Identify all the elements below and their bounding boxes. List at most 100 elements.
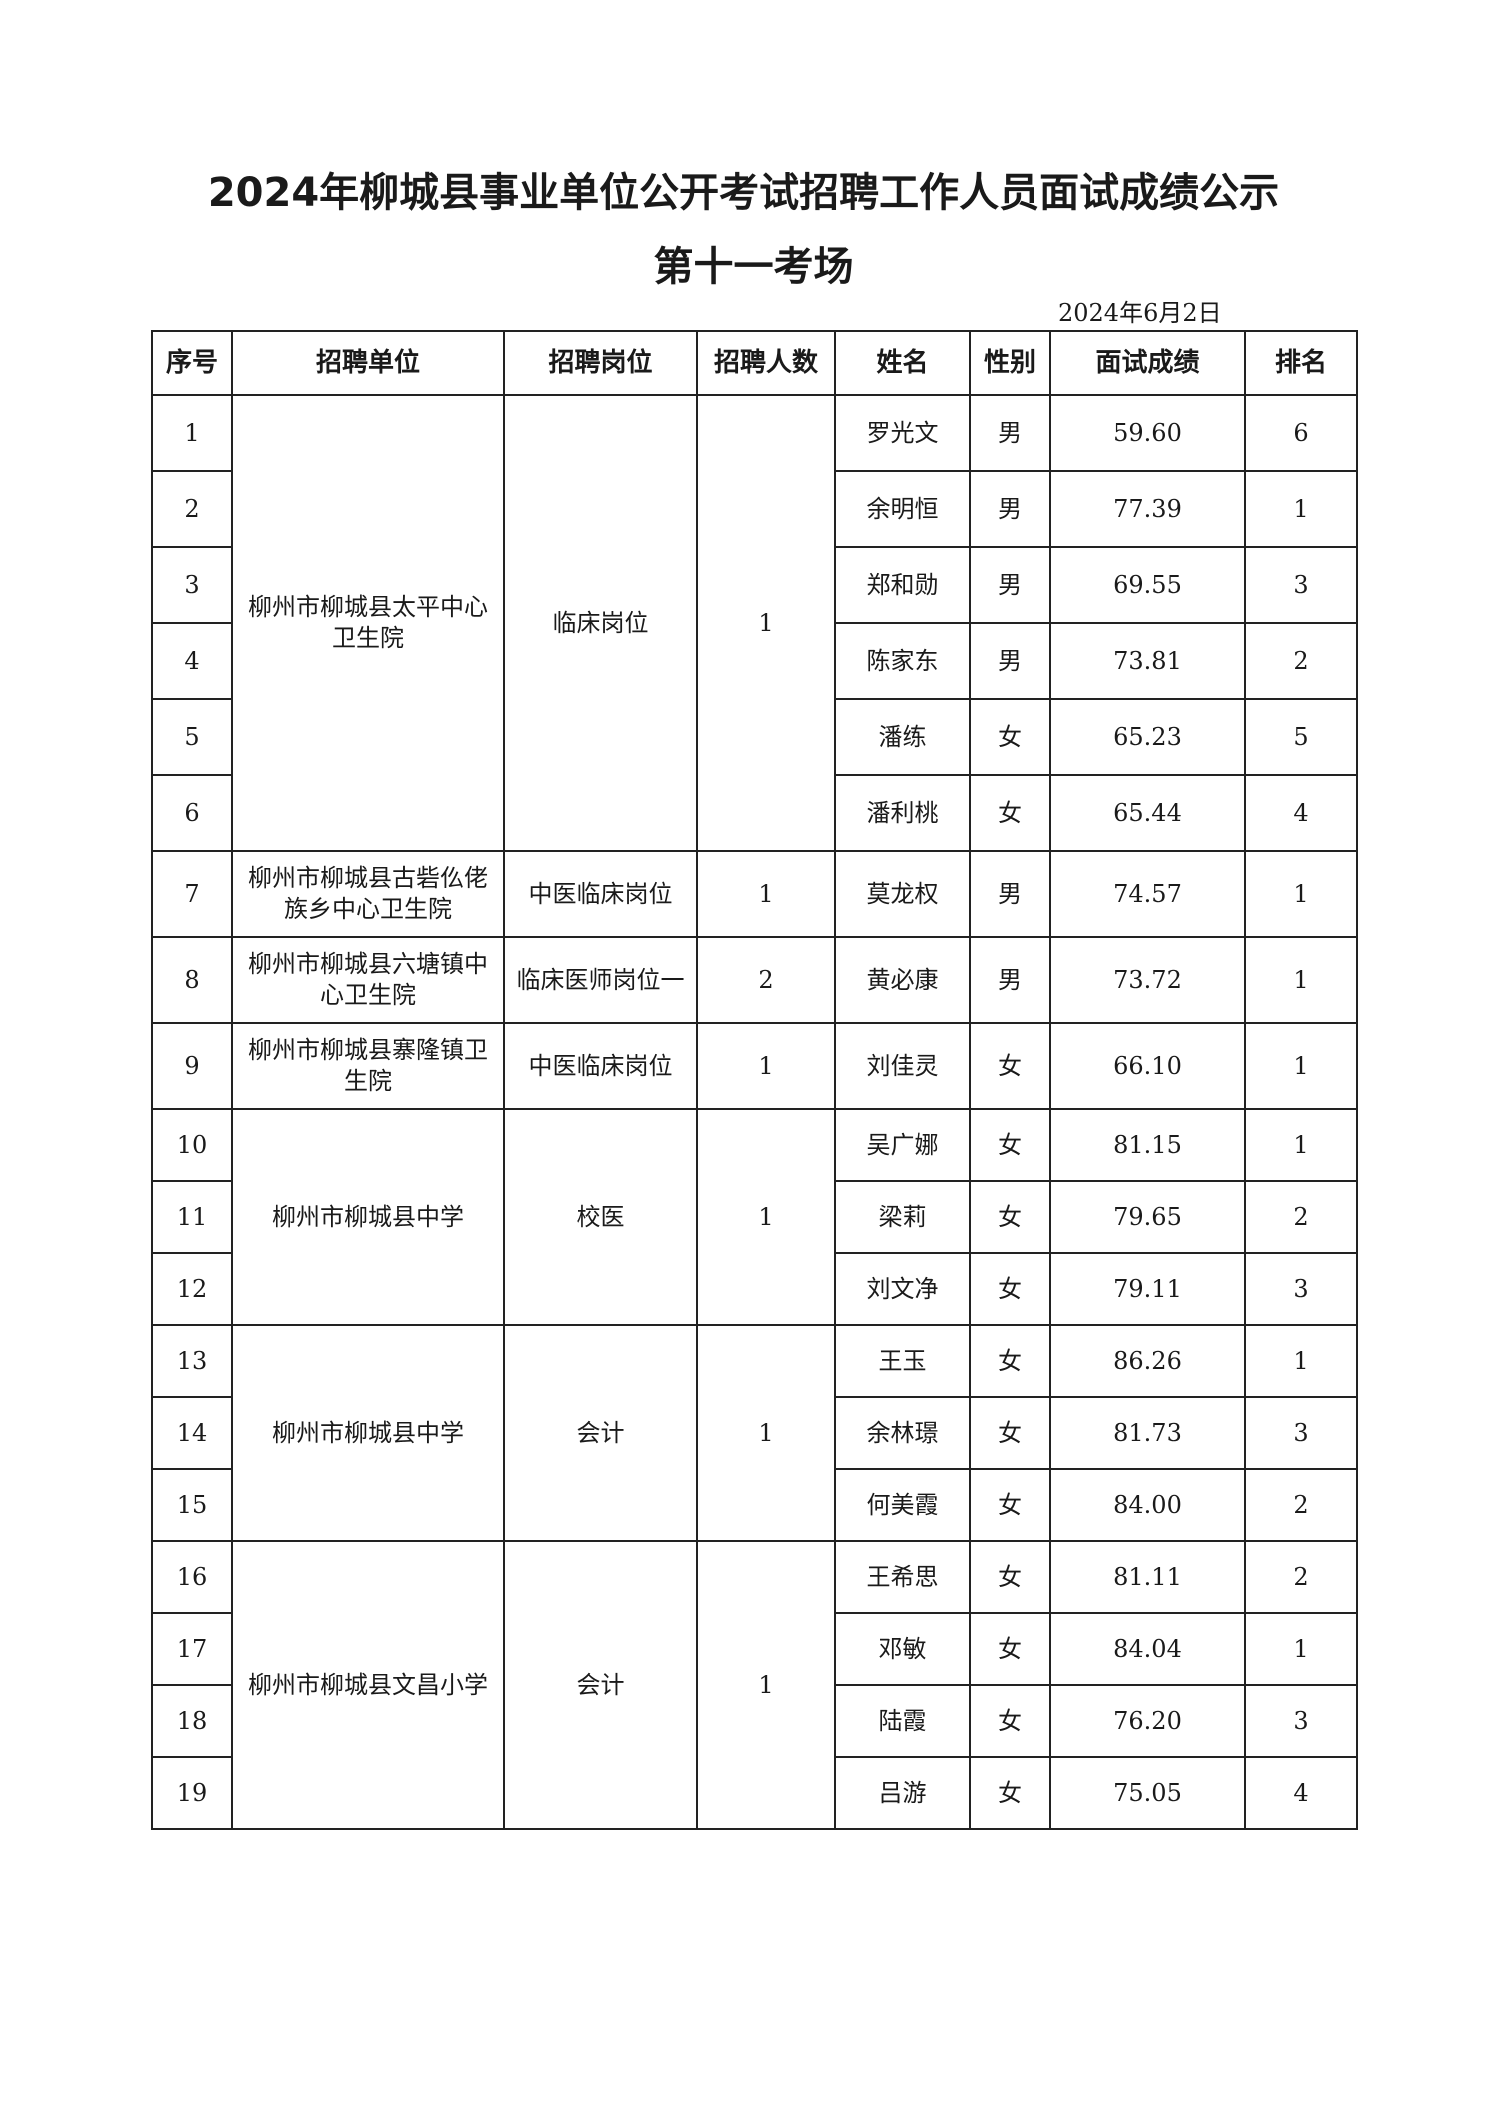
cell-rank: 1	[1244, 1324, 1358, 1398]
cell-name: 吕游	[834, 1756, 971, 1830]
cell-quota: 1	[696, 1324, 836, 1542]
cell-rank: 3	[1244, 546, 1358, 624]
table-row: 12 刘文净女 79.11 3	[151, 1252, 1358, 1326]
cell-gender: 男	[969, 936, 1051, 1024]
header-no: 序号	[151, 330, 233, 396]
header-position: 招聘岗位	[503, 330, 698, 396]
cell-rank: 2	[1244, 622, 1358, 700]
cell-gender: 女	[969, 774, 1051, 852]
cell-no: 8	[151, 936, 233, 1024]
cell-gender: 女	[969, 1108, 1051, 1182]
cell-score: 75.05	[1049, 1756, 1246, 1830]
page-subtitle: 第十一考场	[653, 244, 854, 290]
table-row: 6 潘利桃女 65.44 4	[151, 774, 1358, 852]
cell-no: 9	[151, 1022, 233, 1110]
table-row: 13 柳州市柳城县中学 会计 1 王玉女 86.26 1	[151, 1324, 1358, 1542]
cell-unit: 柳州市柳城县寨隆镇卫生院	[231, 1022, 505, 1110]
cell-gender: 男	[969, 546, 1051, 624]
cell-name: 潘利桃	[834, 774, 971, 852]
table-row: 11 梁莉女 79.65 2	[151, 1180, 1358, 1254]
cell-name: 黄必康	[834, 936, 971, 1024]
cell-position: 临床岗位	[503, 394, 698, 852]
table-row: 2 余明恒男 77.39 1	[151, 470, 1358, 548]
cell-gender: 女	[969, 1180, 1051, 1254]
cell-name: 王玉	[834, 1324, 971, 1398]
cell-rank: 1	[1244, 1108, 1358, 1182]
cell-score: 79.65	[1049, 1180, 1246, 1254]
cell-score: 66.10	[1049, 1022, 1246, 1110]
table-row: 1 柳州市柳城县太平中心卫生院 临床岗位 1 罗光文男 59.60 6	[151, 394, 1358, 852]
header-unit: 招聘单位	[231, 330, 505, 396]
table-row: 14 余林璟女 81.73 3	[151, 1396, 1358, 1470]
table-row: 10 柳州市柳城县中学 校医 1 吴广娜女 81.15 1	[151, 1108, 1358, 1326]
cell-score: 76.20	[1049, 1684, 1246, 1758]
cell-unit: 柳州市柳城县六塘镇中心卫生院	[231, 936, 505, 1024]
cell-name: 梁莉	[834, 1180, 971, 1254]
cell-quota: 1	[696, 1022, 836, 1110]
cell-gender: 女	[969, 1022, 1051, 1110]
cell-no: 3	[151, 546, 233, 624]
cell-gender: 男	[969, 850, 1051, 938]
cell-name: 何美霞	[834, 1468, 971, 1542]
cell-position: 中医临床岗位	[503, 1022, 698, 1110]
cell-score: 86.26	[1049, 1324, 1246, 1398]
table-header-row: 序号 招聘单位 招聘岗位 招聘人数 姓名 性别 面试成绩 排名	[151, 330, 1358, 396]
cell-score: 84.00	[1049, 1468, 1246, 1542]
table-row: 5 潘练女 65.23 5	[151, 698, 1358, 776]
cell-no: 2	[151, 470, 233, 548]
cell-score: 65.44	[1049, 774, 1246, 852]
cell-no: 4	[151, 622, 233, 700]
table-row: 7 柳州市柳城县古砦仫佬族乡中心卫生院 中医临床岗位 1 莫龙权男 74.57 1	[151, 850, 1358, 938]
cell-unit: 柳州市柳城县中学	[231, 1108, 505, 1326]
cell-rank: 1	[1244, 1612, 1358, 1686]
cell-gender: 女	[969, 1684, 1051, 1758]
cell-name: 潘练	[834, 698, 971, 776]
cell-score: 59.60	[1049, 394, 1246, 472]
cell-position: 会计	[503, 1324, 698, 1542]
cell-quota: 1	[696, 1540, 836, 1830]
header-gender: 性别	[969, 330, 1051, 396]
cell-score: 65.23	[1049, 698, 1246, 776]
cell-score: 79.11	[1049, 1252, 1246, 1326]
cell-gender: 女	[969, 1756, 1051, 1830]
cell-gender: 男	[969, 470, 1051, 548]
cell-no: 16	[151, 1540, 233, 1614]
cell-rank: 6	[1244, 394, 1358, 472]
cell-gender: 女	[969, 1252, 1051, 1326]
cell-no: 15	[151, 1468, 233, 1542]
results-table: 序号 招聘单位 招聘岗位 招聘人数 姓名 性别 面试成绩 排名 1 柳州市柳城县太…	[151, 330, 1358, 1830]
cell-score: 69.55	[1049, 546, 1246, 624]
cell-no: 5	[151, 698, 233, 776]
cell-unit: 柳州市柳城县古砦仫佬族乡中心卫生院	[231, 850, 505, 938]
cell-name: 余林璟	[834, 1396, 971, 1470]
table-row: 4 陈家东男 73.81 2	[151, 622, 1358, 700]
cell-no: 13	[151, 1324, 233, 1398]
cell-gender: 女	[969, 1540, 1051, 1614]
cell-rank: 3	[1244, 1684, 1358, 1758]
cell-rank: 2	[1244, 1540, 1358, 1614]
cell-quota: 2	[696, 936, 836, 1024]
cell-position: 临床医师岗位一	[503, 936, 698, 1024]
cell-name: 莫龙权	[834, 850, 971, 938]
cell-no: 10	[151, 1108, 233, 1182]
cell-position: 中医临床岗位	[503, 850, 698, 938]
cell-rank: 3	[1244, 1252, 1358, 1326]
cell-gender: 女	[969, 1612, 1051, 1686]
table-row: 17 邓敏女 84.04 1	[151, 1612, 1358, 1686]
cell-gender: 女	[969, 1324, 1051, 1398]
table-row: 8 柳州市柳城县六塘镇中心卫生院 临床医师岗位一 2 黄必康男 73.72 1	[151, 936, 1358, 1024]
cell-no: 18	[151, 1684, 233, 1758]
cell-score: 74.57	[1049, 850, 1246, 938]
cell-rank: 1	[1244, 936, 1358, 1024]
cell-name: 刘文净	[834, 1252, 971, 1326]
cell-name: 王希思	[834, 1540, 971, 1614]
cell-gender: 男	[969, 394, 1051, 472]
cell-name: 陈家东	[834, 622, 971, 700]
cell-gender: 女	[969, 698, 1051, 776]
table-row: 9 柳州市柳城县寨隆镇卫生院 中医临床岗位 1 刘佳灵女 66.10 1	[151, 1022, 1358, 1110]
cell-score: 81.73	[1049, 1396, 1246, 1470]
cell-unit: 柳州市柳城县文昌小学	[231, 1540, 505, 1830]
cell-rank: 1	[1244, 850, 1358, 938]
header-score: 面试成绩	[1049, 330, 1246, 396]
cell-no: 1	[151, 394, 233, 472]
